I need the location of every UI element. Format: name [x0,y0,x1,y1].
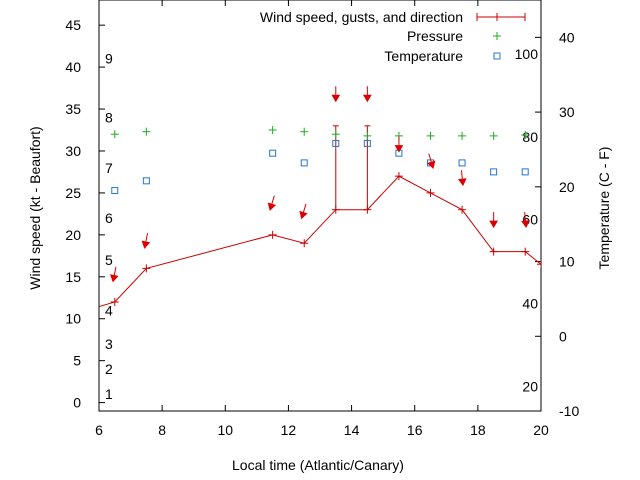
temperature-point [521,168,529,176]
temperature-point [111,187,119,195]
beaufort-label: 5 [105,252,113,268]
fahrenheit-label: 80 [522,129,538,145]
beaufort-labels: 1 2 3 4 5 6 7 8 9 [105,51,113,403]
left-y-tick-label: 0 [73,395,81,411]
wind-direction-arrowhead [394,145,404,153]
right-y-tick-label: 10 [559,254,575,270]
wind-direction-arrowhead [110,274,119,283]
beaufort-label: 4 [105,302,113,318]
wind-speed-line [99,175,541,308]
wind-direction-arrowhead [331,94,341,103]
x-tick-label: 20 [533,422,549,438]
beaufort-label: 8 [105,109,113,125]
x-tick-label: 12 [281,422,297,438]
fahrenheit-label: 20 [522,378,538,394]
temperature-point [490,168,498,176]
wind-direction-arrows [110,86,530,283]
temperature-point [142,177,150,185]
left-y-tick-label: 35 [65,101,81,117]
beaufort-label: 1 [105,386,113,402]
wind-series [99,125,541,308]
left-y-tick-label: 45 [65,17,81,33]
left-y-axis-label: Wind speed (kt - Beaufort) [27,126,43,289]
left-y-axis-ticks: 0 5 10 15 20 25 30 35 40 45 [65,17,105,411]
temperature-point [269,149,277,157]
beaufort-label: 6 [105,210,113,226]
temperature-series [111,139,529,195]
left-y-tick-label: 10 [65,311,81,327]
right-y-axis-ticks: -10 0 10 20 30 40 [535,29,579,419]
beaufort-label: 2 [105,361,113,377]
right-y-tick-label: 40 [559,29,575,45]
x-axis-label: Local time (Atlantic/Canary) [232,457,404,473]
right-y-tick-label: 30 [559,104,575,120]
temperature-point [458,159,466,167]
plot-border [98,0,542,412]
wind-direction-arrowhead [362,94,372,103]
right-y-axis-label: Temperature (C - F) [596,147,612,270]
beaufort-label: 7 [105,160,113,176]
x-axis-ticks: 6 8 10 12 14 16 18 20 [95,0,549,438]
left-y-tick-label: 40 [65,59,81,75]
right-y-tick-label: -10 [559,403,579,419]
wind-direction-arrowhead [267,202,277,211]
wind-direction-arrowhead [427,160,436,169]
wind-direction-arrowhead [299,210,308,220]
wind-direction-arrowhead [489,220,499,229]
left-y-tick-label: 30 [65,143,81,159]
x-tick-label: 16 [407,422,423,438]
temperature-point [300,159,308,167]
legend-label-wind: Wind speed, gusts, and direction [260,9,463,25]
x-tick-label: 8 [158,422,166,438]
beaufort-label: 9 [105,51,113,67]
wind-direction-arrowhead [457,178,467,187]
right-y-tick-label: 0 [559,328,567,344]
legend-label-pressure: Pressure [407,28,463,44]
wind-direction-arrowhead [521,220,530,229]
legend: Wind speed, gusts, and direction Pressur… [260,9,526,64]
left-y-tick-label: 15 [65,269,81,285]
x-tick-label: 6 [95,422,103,438]
plot-frame [98,0,542,412]
x-tick-label: 18 [470,422,486,438]
legend-label-temperature: Temperature [384,48,463,64]
x-tick-label: 10 [217,422,233,438]
wind-direction-arrowhead [141,240,151,249]
fahrenheit-label: 100 [515,46,539,62]
left-y-tick-label: 5 [73,353,81,369]
beaufort-label: 3 [105,336,113,352]
temperature-point [332,139,340,147]
legend-sample-temperature [493,52,501,60]
x-tick-label: 14 [344,422,360,438]
left-y-tick-label: 20 [65,227,81,243]
left-y-tick-label: 25 [65,185,81,201]
fahrenheit-label: 40 [522,295,538,311]
pressure-series [110,126,530,140]
right-y-tick-label: 20 [559,179,575,195]
temperature-point [363,139,371,147]
